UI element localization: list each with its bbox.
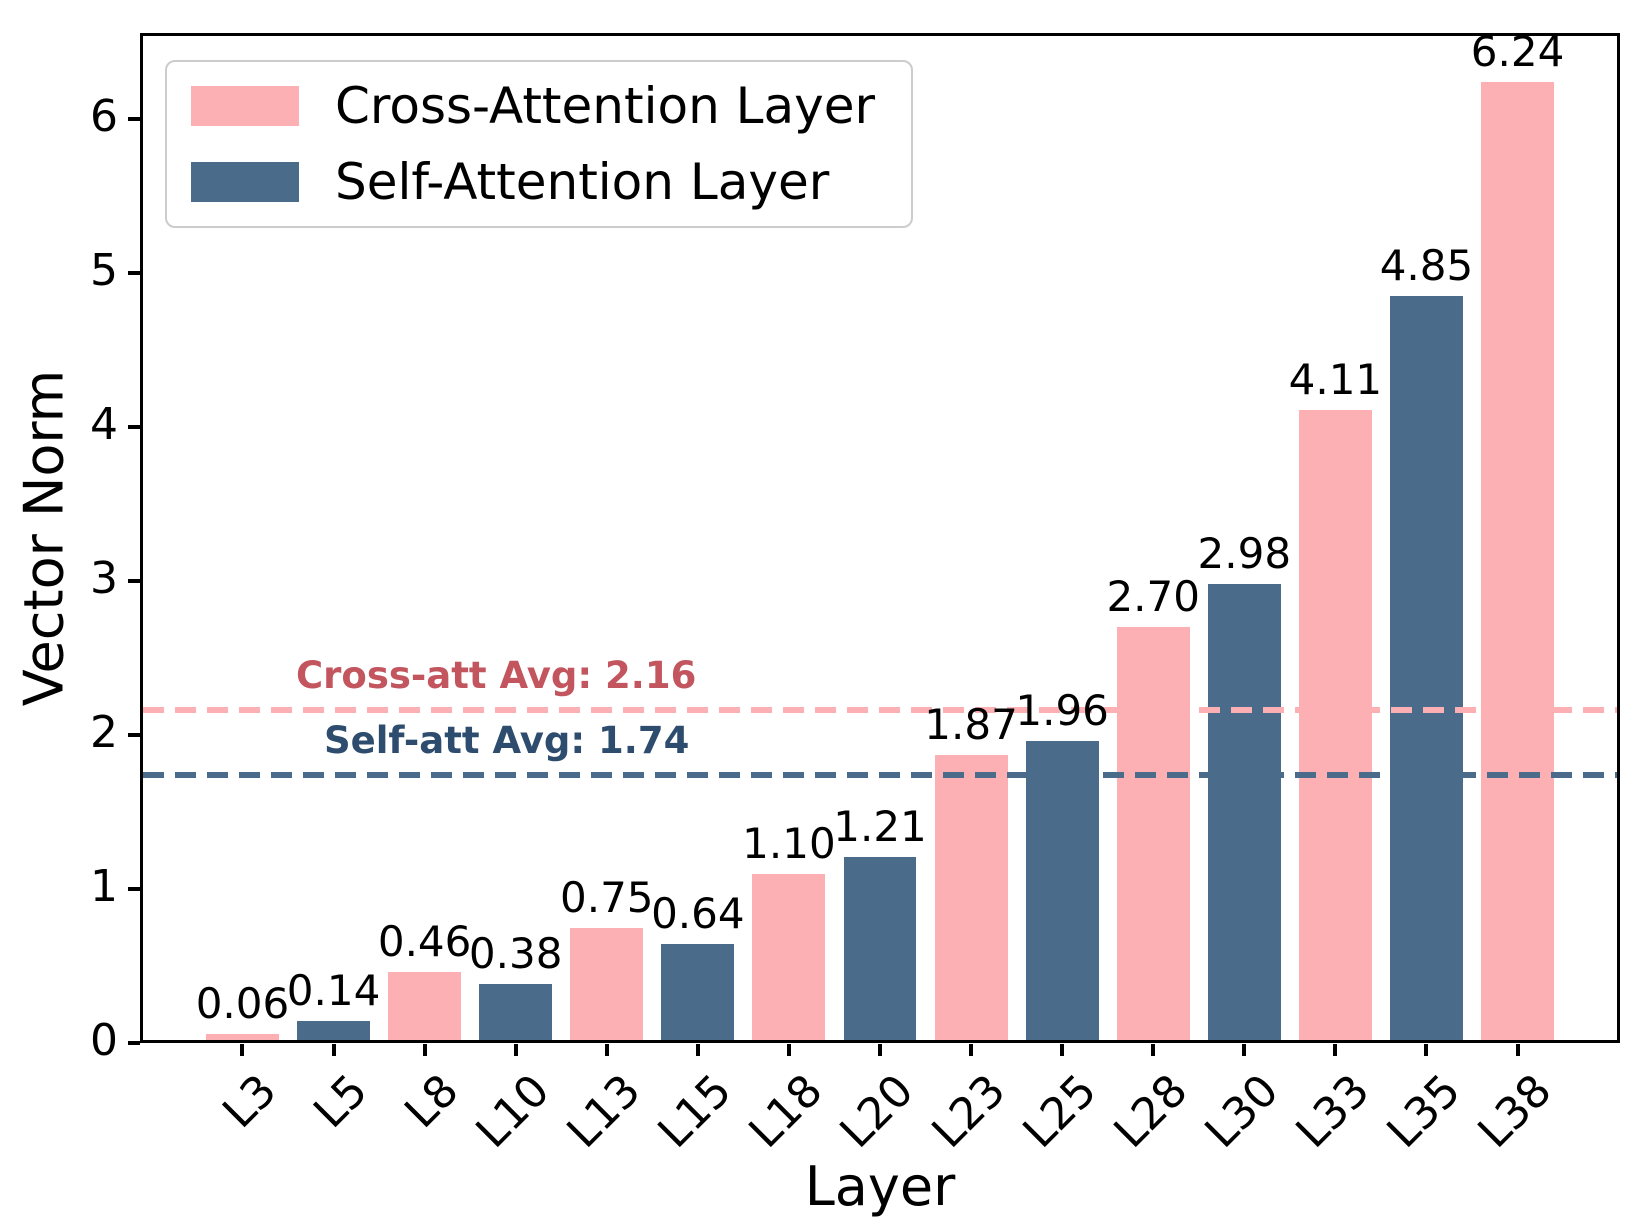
x-tick-mark bbox=[1060, 1044, 1065, 1056]
x-tick-label-L23: L23 bbox=[922, 1064, 1016, 1158]
y-tick-mark bbox=[128, 117, 140, 122]
x-tick-mark bbox=[695, 1044, 700, 1056]
x-tick-mark bbox=[604, 1044, 609, 1056]
y-tick-mark bbox=[128, 1041, 140, 1045]
x-tick-mark bbox=[878, 1044, 882, 1056]
bar-L10 bbox=[479, 984, 553, 1043]
bar-L5 bbox=[297, 1021, 370, 1043]
x-tick-label-L13: L13 bbox=[557, 1064, 651, 1158]
y-tick-label: 0 bbox=[90, 1015, 118, 1066]
x-tick-label-L10: L10 bbox=[466, 1064, 560, 1158]
bar-value-label-L5: 0.14 bbox=[286, 966, 381, 1016]
bar-L35 bbox=[1390, 296, 1463, 1043]
x-tick-mark bbox=[331, 1044, 336, 1056]
legend-swatch-self-attention bbox=[191, 162, 299, 202]
y-tick-label: 2 bbox=[90, 707, 118, 759]
bar-value-label-L18: 1.10 bbox=[742, 818, 836, 868]
x-tick-mark bbox=[1151, 1044, 1156, 1056]
x-tick-mark bbox=[1242, 1044, 1247, 1056]
x-axis-title: Layer bbox=[804, 1155, 956, 1218]
y-tick-mark bbox=[128, 271, 140, 276]
legend: Cross-Attention Layer Self-Attention Lay… bbox=[165, 60, 913, 228]
y-tick-label: 5 bbox=[90, 245, 118, 297]
bar-value-label-L38: 6.24 bbox=[1470, 27, 1565, 77]
bar-L15 bbox=[661, 944, 735, 1043]
bar-value-label-L3: 0.06 bbox=[195, 978, 290, 1028]
x-tick-label-L35: L35 bbox=[1377, 1064, 1471, 1158]
x-tick-mark bbox=[240, 1044, 245, 1056]
x-tick-label-L8: L8 bbox=[395, 1064, 469, 1139]
bar-L30 bbox=[1207, 584, 1281, 1043]
bar-L3 bbox=[206, 1033, 279, 1043]
bar-L38 bbox=[1481, 82, 1554, 1043]
bar-value-label-L8: 0.46 bbox=[377, 917, 472, 967]
x-tick-mark bbox=[422, 1044, 427, 1056]
x-tick-label-L25: L25 bbox=[1013, 1064, 1107, 1158]
x-tick-label-L3: L3 bbox=[213, 1064, 287, 1139]
x-tick-mark bbox=[1424, 1044, 1429, 1056]
bar-L20 bbox=[843, 856, 917, 1043]
bar-L23 bbox=[934, 755, 1008, 1043]
x-tick-label-L18: L18 bbox=[739, 1064, 833, 1158]
bar-value-label-L28: 2.70 bbox=[1106, 572, 1200, 622]
y-tick-label: 4 bbox=[90, 399, 118, 451]
x-tick-label-L33: L33 bbox=[1286, 1064, 1380, 1158]
y-tick-mark bbox=[128, 733, 140, 738]
legend-item-cross-attention: Cross-Attention Layer bbox=[191, 79, 887, 133]
y-tick-label: 3 bbox=[90, 553, 118, 605]
bar-L25 bbox=[1025, 741, 1099, 1043]
legend-label-cross-attention: Cross-Attention Layer bbox=[335, 77, 876, 135]
x-tick-label-L15: L15 bbox=[648, 1064, 742, 1158]
bar-L8 bbox=[388, 972, 462, 1043]
y-tick-mark bbox=[128, 579, 140, 584]
x-tick-mark bbox=[513, 1044, 518, 1056]
bar-L18 bbox=[752, 873, 826, 1043]
x-tick-label-L28: L28 bbox=[1104, 1064, 1198, 1158]
bar-value-label-L23: 1.87 bbox=[924, 700, 1018, 750]
bar-L28 bbox=[1116, 627, 1190, 1043]
avg-line-cross bbox=[143, 707, 1617, 714]
self-att-avg-label: Self-att Avg: 1.74 bbox=[324, 719, 690, 762]
bar-value-label-L35: 4.85 bbox=[1379, 241, 1474, 291]
bar-value-label-L20: 1.21 bbox=[833, 801, 927, 851]
bar-value-label-L10: 0.38 bbox=[468, 929, 563, 979]
x-tick-mark bbox=[1515, 1044, 1520, 1056]
x-tick-label-L20: L20 bbox=[830, 1064, 924, 1158]
cross-att-avg-label: Cross-att Avg: 2.16 bbox=[296, 654, 697, 697]
bar-L33 bbox=[1298, 410, 1372, 1043]
y-tick-label: 6 bbox=[90, 91, 118, 143]
avg-line-self bbox=[143, 772, 1617, 779]
y-tick-mark bbox=[128, 887, 140, 892]
legend-swatch-cross-attention bbox=[191, 86, 299, 126]
y-tick-label: 1 bbox=[90, 861, 118, 913]
x-tick-mark bbox=[1333, 1044, 1338, 1056]
x-tick-mark bbox=[786, 1044, 791, 1056]
legend-item-self-attention: Self-Attention Layer bbox=[191, 155, 887, 209]
bar-value-label-L15: 0.64 bbox=[651, 889, 745, 939]
y-tick-mark bbox=[128, 425, 140, 430]
x-tick-label-L38: L38 bbox=[1468, 1064, 1562, 1158]
bar-value-label-L30: 2.98 bbox=[1197, 529, 1292, 579]
bar-value-label-L25: 1.96 bbox=[1015, 686, 1109, 736]
legend-label-self-attention: Self-Attention Layer bbox=[335, 153, 830, 211]
bar-value-label-L13: 0.75 bbox=[560, 872, 654, 922]
x-tick-mark bbox=[969, 1044, 974, 1056]
x-tick-label-L30: L30 bbox=[1195, 1064, 1289, 1158]
bar-value-label-L33: 4.11 bbox=[1288, 355, 1383, 405]
x-tick-label-L5: L5 bbox=[304, 1064, 378, 1139]
bar-L13 bbox=[570, 927, 644, 1043]
